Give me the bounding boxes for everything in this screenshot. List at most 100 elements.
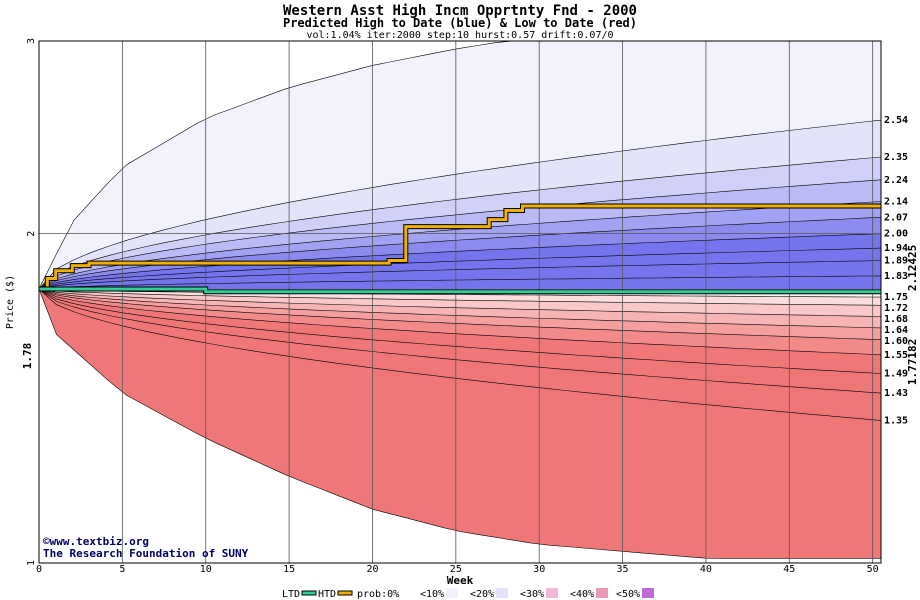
ltd-line bbox=[39, 287, 881, 294]
y-tick-label-3: 3 bbox=[26, 38, 37, 44]
legend-label-2: prob:0% bbox=[357, 589, 399, 600]
low-band-8 bbox=[39, 289, 881, 559]
x-tick-label-20: 20 bbox=[366, 564, 378, 575]
legend-label-0: LTD bbox=[282, 589, 300, 600]
credit-organization: The Research Foundation of SUNY bbox=[43, 547, 249, 560]
band-end-label-2: 2.24 bbox=[884, 175, 908, 186]
legend-label-4: <20% bbox=[470, 589, 494, 600]
series-lines bbox=[39, 203, 881, 295]
high-band-9 bbox=[39, 275, 881, 289]
legend-swatch-1 bbox=[337, 590, 353, 596]
band-end-label-6: 1.94 bbox=[884, 243, 908, 254]
high-band-7 bbox=[39, 248, 881, 289]
low-band-line-8 bbox=[38, 288, 882, 421]
band-end-label-15: 1.49 bbox=[884, 369, 908, 380]
low-band-line-3 bbox=[38, 288, 882, 329]
band-end-label-17: 1.35 bbox=[884, 415, 908, 426]
legend-swatch-3 bbox=[446, 588, 458, 598]
legend: LTD HTD prob:0% <10% <20% <30% <40% <50% bbox=[282, 588, 654, 600]
low-band-5 bbox=[39, 289, 881, 374]
x-tick-label-25: 25 bbox=[450, 564, 462, 575]
low-band-line-9 bbox=[38, 288, 881, 559]
x-tick-label-35: 35 bbox=[617, 564, 629, 575]
start-price-label: 1.78 bbox=[21, 343, 34, 370]
credit-website: ©www.textbiz.org bbox=[43, 535, 149, 548]
htd-final-value-label: 2.12425 bbox=[906, 245, 919, 291]
high-band-line-3 bbox=[38, 179, 882, 290]
chart-title: Western Asst High Incm Opprtnty Fnd - 20… bbox=[283, 3, 637, 19]
low-band-3 bbox=[39, 289, 881, 340]
band-end-label-11: 1.68 bbox=[884, 314, 908, 325]
ltd-final-value-label: 1.77182 bbox=[906, 339, 919, 385]
low-band-2 bbox=[39, 289, 881, 328]
low-band-6 bbox=[39, 289, 881, 394]
legend-swatch-5 bbox=[546, 588, 558, 598]
high-band-5 bbox=[39, 217, 881, 289]
chart-params: vol:1.04% iter:2000 step:10 hurst:0.57 d… bbox=[306, 30, 613, 41]
high-band-line-6 bbox=[38, 233, 882, 290]
legend-label-3: <10% bbox=[420, 589, 444, 600]
band-end-label-3: 2.14 bbox=[884, 197, 908, 208]
high-band-0 bbox=[39, 41, 881, 289]
x-tick-label-50: 50 bbox=[867, 564, 879, 575]
low-band-4 bbox=[39, 289, 881, 355]
plot-frame bbox=[38, 40, 882, 564]
x-tick-labels: 0 5 10 15 20 25 30 35 40 45 50 bbox=[36, 564, 879, 575]
high-band-line-2 bbox=[38, 156, 882, 290]
high-band-8 bbox=[39, 260, 881, 289]
band-end-label-13: 1.60 bbox=[884, 336, 908, 347]
high-band-6 bbox=[39, 233, 881, 289]
low-band-line-7 bbox=[38, 288, 882, 394]
band-end-labels: 2.54 2.35 2.24 2.14 2.07 2.00 1.94 1.89 1.83 1.75… bbox=[884, 115, 908, 426]
x-tick-label-30: 30 bbox=[533, 564, 545, 575]
high-band-4 bbox=[39, 201, 881, 289]
band-end-label-4: 2.07 bbox=[884, 212, 908, 223]
chart-subtitle: Predicted High to Date (blue) & Low to D… bbox=[283, 16, 637, 30]
band-end-label-1: 2.35 bbox=[884, 152, 908, 163]
low-band-line-2 bbox=[38, 288, 882, 317]
legend-swatch-4 bbox=[496, 588, 508, 598]
high-band-line-8 bbox=[38, 260, 882, 290]
legend-label-1: HTD bbox=[318, 589, 336, 600]
x-tick-label-45: 45 bbox=[783, 564, 795, 575]
high-band-1 bbox=[39, 120, 881, 289]
y-tick-labels: 1 2 3 bbox=[26, 38, 37, 566]
band-end-label-14: 1.55 bbox=[884, 350, 908, 361]
band-end-label-9: 1.75 bbox=[884, 292, 908, 303]
x-tick-label-0: 0 bbox=[36, 564, 42, 575]
legend-swatch-6 bbox=[596, 588, 608, 598]
legend-label-6: <40% bbox=[570, 589, 594, 600]
band-end-label-10: 1.72 bbox=[884, 303, 908, 314]
high-band-line-4 bbox=[38, 201, 882, 290]
low-band-7 bbox=[39, 289, 881, 421]
probability-bands bbox=[38, 40, 882, 559]
band-end-label-7: 1.89 bbox=[884, 256, 908, 267]
legend-swatch-7 bbox=[642, 588, 654, 598]
legend-label-7: <50% bbox=[616, 589, 640, 600]
high-band-line-7 bbox=[38, 247, 882, 290]
x-axis-label: Week bbox=[447, 574, 474, 587]
legend-label-5: <30% bbox=[520, 589, 544, 600]
htd-line bbox=[39, 204, 881, 291]
legend-swatch-0 bbox=[301, 590, 317, 596]
x-tick-label-5: 5 bbox=[119, 564, 125, 575]
low-band-line-6 bbox=[38, 288, 882, 374]
low-band-line-5 bbox=[38, 288, 882, 356]
high-band-line-1 bbox=[38, 119, 882, 290]
band-end-label-12: 1.64 bbox=[884, 325, 908, 336]
band-end-label-5: 2.00 bbox=[884, 229, 908, 240]
low-band-line-1 bbox=[38, 288, 882, 306]
low-band-line-4 bbox=[38, 288, 882, 340]
y-tick-label-1: 1 bbox=[26, 560, 37, 566]
x-tick-label-10: 10 bbox=[200, 564, 212, 575]
x-tick-label-40: 40 bbox=[700, 564, 712, 575]
band-end-label-16: 1.43 bbox=[884, 388, 908, 399]
y-tick-label-2: 2 bbox=[26, 231, 37, 237]
high-band-line-9 bbox=[38, 275, 882, 290]
legend-swatch-2 bbox=[401, 588, 413, 598]
low-band-line-0 bbox=[38, 288, 882, 298]
band-end-label-8: 1.83 bbox=[884, 271, 908, 282]
high-band-2 bbox=[39, 157, 881, 289]
band-end-label-0: 2.54 bbox=[884, 115, 908, 126]
